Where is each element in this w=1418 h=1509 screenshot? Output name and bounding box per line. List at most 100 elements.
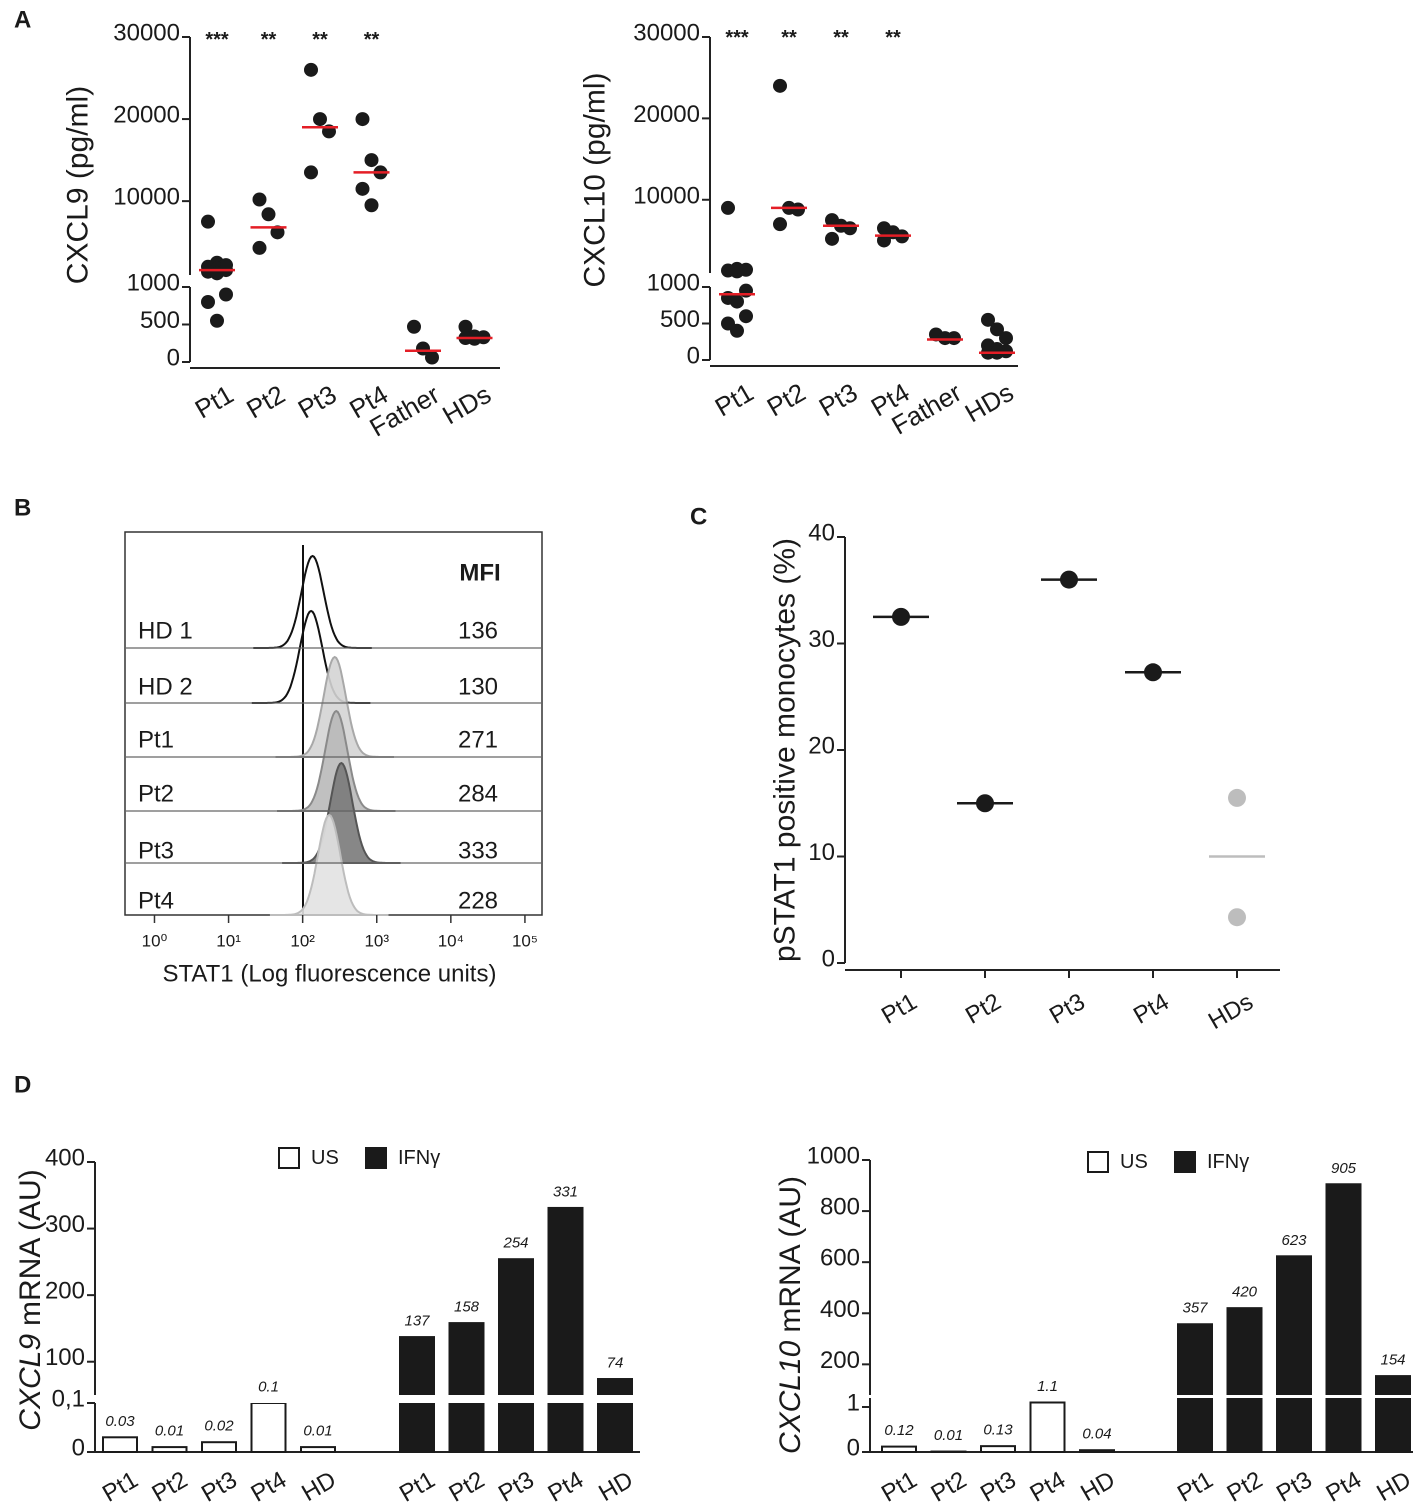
value-label: 0.02 xyxy=(204,1418,234,1435)
value-label: 420 xyxy=(1232,1284,1258,1301)
data-point xyxy=(252,192,267,207)
data-point xyxy=(458,319,473,334)
data-point xyxy=(219,287,233,302)
value-label: 623 xyxy=(1281,1232,1307,1249)
data-point xyxy=(210,266,224,281)
y-tick-label: 0 xyxy=(167,345,180,372)
sample-label: Pt3 xyxy=(138,838,174,865)
significance: ** xyxy=(261,29,277,51)
bar xyxy=(1325,1183,1362,1454)
value-label: 0.13 xyxy=(983,1422,1013,1439)
x-tick-label: HD xyxy=(1076,1466,1120,1507)
data-point xyxy=(313,112,327,127)
bar xyxy=(1079,1449,1115,1453)
x-tick-label: HD xyxy=(594,1466,638,1507)
y-tick-label: 400 xyxy=(820,1296,860,1323)
x-tick-label: Pt3 xyxy=(814,377,863,422)
bar xyxy=(1276,1255,1312,1454)
bar xyxy=(1029,1401,1066,1453)
y-tick-label: 20000 xyxy=(633,101,700,128)
y-axis-title-gene: CXCL10 xyxy=(774,1340,807,1454)
y-axis-title-unit: mRNA (AU) xyxy=(774,1176,807,1333)
legend-label: IFNγ xyxy=(1207,1151,1249,1173)
x-tick-label: Pt3 xyxy=(197,1466,242,1507)
data-point xyxy=(364,198,379,213)
value-label: 0.12 xyxy=(884,1422,914,1439)
y-tick-label: 40 xyxy=(808,520,835,547)
value-label: 254 xyxy=(502,1235,528,1252)
legend-label: IFNγ xyxy=(398,1147,440,1169)
x-tick-label: Pt3 xyxy=(1045,988,1090,1029)
x-tick-label: Pt2 xyxy=(445,1466,490,1507)
bar xyxy=(1226,1307,1263,1454)
value-label: 0.01 xyxy=(934,1427,963,1444)
y-tick-label: 20000 xyxy=(113,102,180,129)
value-label: 0.01 xyxy=(303,1423,332,1440)
histogram-curve xyxy=(269,813,389,916)
y-tick-label: 30000 xyxy=(633,20,700,47)
significance: *** xyxy=(725,27,749,49)
bar xyxy=(881,1445,917,1453)
panel-label: C xyxy=(690,504,707,531)
mfi-value: 284 xyxy=(458,781,498,808)
y-axis-title-gene: CXCL9 xyxy=(14,1334,47,1431)
value-label: 0.04 xyxy=(1082,1426,1111,1443)
data-point xyxy=(999,331,1013,346)
sample-label: HD 1 xyxy=(138,618,193,645)
bar xyxy=(1177,1323,1213,1453)
mfi-value: 228 xyxy=(458,888,498,915)
y-tick-label: 400 xyxy=(45,1145,85,1172)
legend-swatch xyxy=(365,1147,387,1169)
x-tick-label: HD xyxy=(297,1466,341,1507)
panel-label: D xyxy=(14,1072,31,1099)
data-point xyxy=(825,231,839,246)
x-tick-label: Pt1 xyxy=(877,988,922,1029)
y-tick-label: 0 xyxy=(687,343,700,370)
y-axis-title-unit: mRNA (AU) xyxy=(14,1169,47,1326)
x-tick-label: Pt3 xyxy=(494,1466,539,1507)
x-axis-title: STAT1 (Log fluorescence units) xyxy=(163,961,497,988)
value-label: 357 xyxy=(1182,1300,1208,1317)
x-tick-label: Pt2 xyxy=(927,1466,972,1507)
x-tick-label: 10³ xyxy=(364,932,389,951)
sample-label: Pt2 xyxy=(138,781,174,808)
data-point xyxy=(210,313,224,328)
x-tick-label: Pt3 xyxy=(976,1466,1021,1507)
x-tick-label: 10¹ xyxy=(216,932,241,951)
bar xyxy=(250,1402,287,1453)
value-label: 331 xyxy=(553,1183,578,1200)
x-tick-label: Pt2 xyxy=(762,377,811,422)
x-tick-label: Pt4 xyxy=(544,1466,589,1507)
bar xyxy=(399,1336,435,1454)
data-point xyxy=(791,202,805,217)
y-tick-label: 10000 xyxy=(633,182,700,209)
y-tick-label: 1 xyxy=(847,1390,860,1417)
bar xyxy=(300,1446,336,1453)
y-tick-label: 0 xyxy=(822,946,835,973)
y-axis-title: pSTAT1 positive monocytes (%) xyxy=(769,538,802,962)
x-tick-label: HD xyxy=(1372,1466,1416,1507)
x-tick-label: 10² xyxy=(290,932,315,951)
y-tick-label: 30 xyxy=(808,626,835,653)
bar xyxy=(151,1446,188,1453)
bar xyxy=(980,1445,1016,1454)
histogram-curve xyxy=(251,609,371,704)
x-tick-label: Pt1 xyxy=(395,1466,440,1507)
x-tick-label: Pt3 xyxy=(293,379,342,424)
bar xyxy=(102,1436,138,1454)
data-point xyxy=(981,312,995,327)
mfi-value: 136 xyxy=(458,618,498,645)
y-tick-label: 200 xyxy=(45,1278,85,1305)
x-tick-label: 10⁵ xyxy=(512,932,538,951)
x-tick-label: Pt4 xyxy=(1129,988,1174,1029)
significance: ** xyxy=(364,29,380,51)
data-point xyxy=(355,181,370,196)
value-label: 0.03 xyxy=(105,1413,135,1430)
data-point xyxy=(201,295,215,309)
x-tick-label: HDs xyxy=(960,377,1019,428)
bar xyxy=(597,1378,633,1453)
sample-label: Pt1 xyxy=(138,727,174,754)
significance: ** xyxy=(885,27,901,49)
bar xyxy=(1375,1375,1411,1453)
